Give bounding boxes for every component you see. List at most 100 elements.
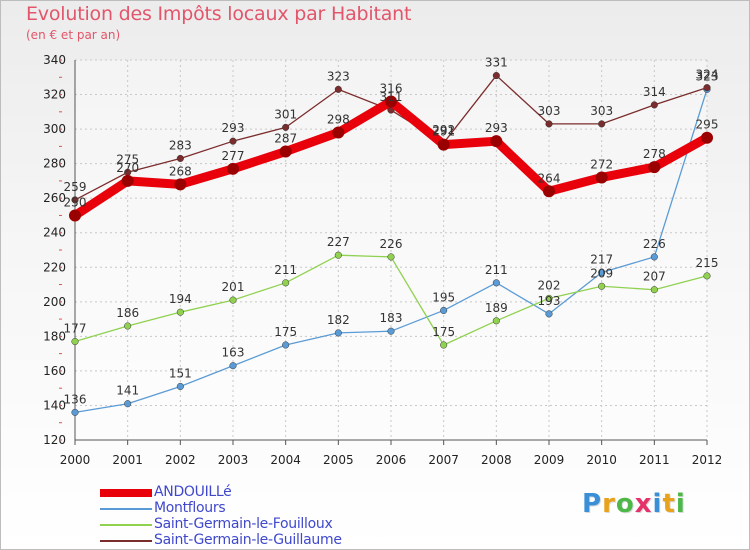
data-label: 311 [380, 90, 403, 104]
proxiti-logo: Proxiti [582, 489, 686, 519]
data-point [332, 126, 345, 139]
series-lines [69, 71, 713, 416]
data-label: 278 [643, 147, 666, 161]
x-tick-label: 2007 [428, 453, 459, 467]
data-label: 291 [432, 125, 455, 139]
data-point [595, 171, 608, 184]
data-label: 175 [432, 325, 455, 339]
data-label: 141 [116, 384, 139, 398]
data-label: 272 [590, 157, 613, 171]
data-label: 295 [696, 118, 719, 132]
data-point [387, 327, 395, 335]
chart-subtitle: (en € et par an) [26, 28, 121, 42]
legend-swatch-montflours [100, 508, 152, 510]
data-point [650, 286, 658, 294]
logo-letter: i [675, 489, 686, 519]
data-label: 293 [485, 121, 508, 135]
data-label: 195 [432, 290, 455, 304]
data-point [543, 185, 555, 198]
data-point [648, 161, 661, 174]
data-label: 163 [222, 346, 245, 360]
legend-label-saint-germain-le-fouilloux: Saint-Germain-le-Fouilloux [154, 516, 333, 532]
data-point [229, 362, 237, 370]
data-point [124, 322, 132, 330]
data-label: 292 [432, 123, 455, 137]
data-label: 268 [169, 164, 192, 178]
data-label: 303 [538, 104, 561, 118]
data-point [545, 310, 553, 318]
legend-label-saint-germain-le-guillaume: Saint-Germain-le-Guillaume [154, 532, 342, 548]
data-point [701, 131, 713, 144]
data-point [387, 253, 395, 261]
y-tick-label: 240 [43, 226, 66, 240]
y-tick-label: 200 [43, 295, 66, 309]
data-label: 323 [327, 69, 350, 83]
x-tick-label: 2008 [481, 453, 512, 467]
data-label: 283 [169, 138, 192, 152]
data-point [598, 268, 606, 277]
data-point [282, 341, 290, 349]
data-point [334, 85, 342, 93]
x-tick-label: 2001 [112, 453, 143, 467]
data-label: 275 [116, 152, 139, 166]
data-label: 182 [327, 313, 350, 327]
logo-letter: r [602, 489, 616, 519]
data-point [229, 296, 237, 304]
data-label: 211 [485, 263, 508, 277]
y-tick-label: 120 [43, 433, 66, 447]
data-label: 201 [222, 280, 245, 294]
x-tick-label: 2004 [270, 453, 301, 467]
legend-swatch-saint-germain-le-fouilloux [100, 524, 152, 526]
data-label: 331 [485, 56, 508, 70]
data-label: 177 [64, 322, 87, 336]
data-point [440, 341, 448, 349]
y-tick-label: 320 [43, 88, 66, 102]
y-tick-label: 220 [43, 260, 66, 274]
x-tick-label: 2005 [323, 453, 354, 467]
data-point [176, 382, 184, 391]
x-tick-label: 2002 [165, 453, 196, 467]
logo-letter: t [662, 489, 676, 519]
data-point [227, 162, 239, 175]
data-label: 270 [116, 161, 139, 175]
y-tick-label: 300 [43, 122, 66, 136]
y-tick-label: 160 [43, 364, 66, 378]
y-tick-label: 180 [43, 329, 66, 343]
data-label: 293 [222, 121, 245, 135]
data-point [703, 84, 711, 92]
x-tick-label: 2003 [218, 453, 249, 467]
data-point [545, 120, 553, 128]
data-point [334, 251, 342, 259]
chart-title: Evolution des Impôts locaux par Habitant [26, 3, 412, 25]
data-label: 303 [590, 104, 613, 118]
data-label: 259 [64, 180, 87, 194]
logo-letter: x [634, 489, 653, 519]
data-label: 136 [64, 392, 87, 406]
data-point [440, 306, 448, 315]
x-tick-label: 2006 [376, 453, 407, 467]
data-label: 323 [696, 69, 719, 83]
x-tick-label: 2011 [639, 453, 670, 467]
data-label: 277 [222, 149, 245, 163]
x-tick-label: 2012 [692, 453, 723, 467]
data-label: 186 [116, 306, 139, 320]
legend-label-montflours: Montflours [154, 500, 226, 516]
data-point [598, 120, 606, 128]
data-point [71, 337, 79, 346]
data-point [176, 308, 184, 316]
data-label: 215 [696, 256, 719, 270]
data-point [71, 408, 79, 416]
data-label: 226 [643, 237, 666, 251]
data-point [545, 294, 553, 302]
data-label: 151 [169, 366, 192, 380]
y-tick-label: 260 [43, 191, 66, 205]
data-label: 183 [380, 311, 403, 325]
logo-letter: o [615, 489, 635, 519]
data-label: 207 [643, 270, 666, 284]
data-point [598, 282, 606, 290]
data-label: 193 [538, 294, 561, 308]
data-label: 316 [380, 81, 403, 95]
data-label: 250 [64, 195, 87, 209]
